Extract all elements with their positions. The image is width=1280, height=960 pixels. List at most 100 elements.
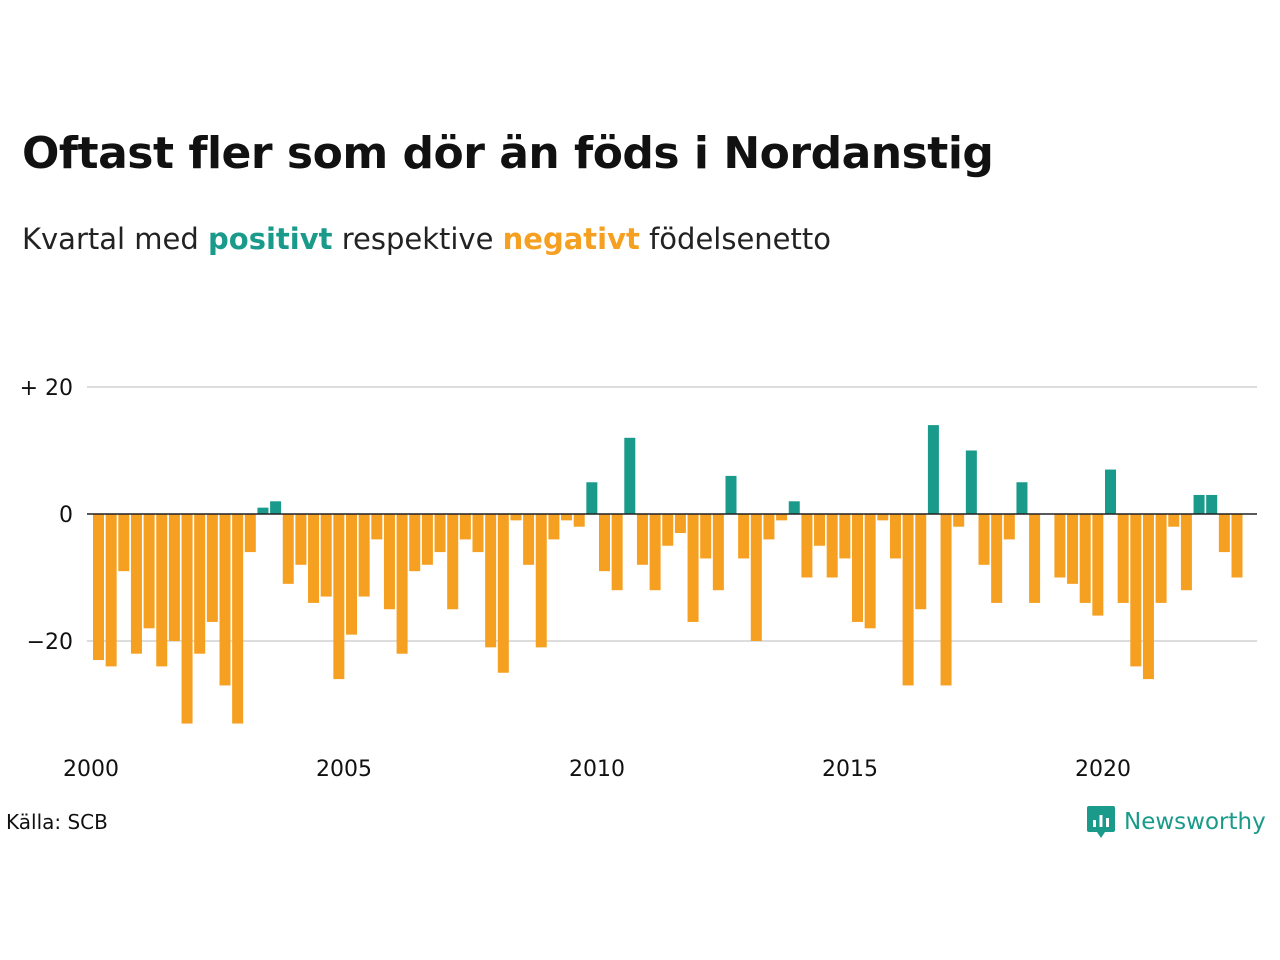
bar xyxy=(586,482,598,514)
bar xyxy=(776,514,788,521)
bar xyxy=(295,514,307,565)
bars xyxy=(93,425,1243,724)
bar xyxy=(105,514,117,667)
bar xyxy=(991,514,1003,603)
bar xyxy=(611,514,623,591)
bar xyxy=(738,514,750,559)
bar xyxy=(244,514,256,553)
subtitle-negative: negativt xyxy=(502,222,640,256)
bar xyxy=(156,514,168,667)
bar xyxy=(927,425,939,514)
bar xyxy=(333,514,345,680)
bar xyxy=(143,514,155,629)
bar xyxy=(320,514,332,597)
bar xyxy=(396,514,408,654)
bar xyxy=(1218,514,1230,553)
x-tick-label: 2000 xyxy=(63,757,119,782)
bar xyxy=(978,514,990,565)
bar xyxy=(573,514,585,527)
bar xyxy=(864,514,876,629)
bar xyxy=(788,501,800,514)
y-axis-ticks: + 20 0 −20 xyxy=(20,376,73,655)
y-tick-label: −20 xyxy=(27,630,73,655)
bar xyxy=(181,514,193,724)
brand-name: Newsworthy xyxy=(1124,809,1266,835)
bar xyxy=(624,437,636,514)
bar xyxy=(1180,514,1192,591)
bar xyxy=(130,514,142,654)
bar xyxy=(447,514,459,610)
bar xyxy=(434,514,446,553)
bar xyxy=(965,450,977,514)
bar xyxy=(1003,514,1015,540)
bar xyxy=(523,514,535,565)
bar xyxy=(1130,514,1142,667)
brand-logo[interactable]: Newsworthy xyxy=(1086,802,1266,842)
bar xyxy=(561,514,573,521)
bar xyxy=(1168,514,1180,527)
bar xyxy=(826,514,838,578)
bar xyxy=(93,514,104,661)
bar xyxy=(257,507,269,514)
bar xyxy=(270,501,282,514)
bar xyxy=(459,514,471,540)
y-tick-label: + 20 xyxy=(20,376,73,401)
bar xyxy=(535,514,547,648)
subtitle-prefix: Kvartal med xyxy=(22,222,199,256)
bar xyxy=(889,514,901,559)
bar xyxy=(497,514,509,673)
x-axis-ticks: 2000 2005 2010 2015 2020 xyxy=(63,757,1131,782)
bar xyxy=(232,514,244,724)
bar xyxy=(662,514,674,546)
bar xyxy=(308,514,320,603)
bar xyxy=(194,514,206,654)
bar xyxy=(902,514,914,686)
bar xyxy=(346,514,357,635)
bar xyxy=(1079,514,1091,603)
bar xyxy=(940,514,952,686)
bar xyxy=(548,514,560,540)
y-tick-label: 0 xyxy=(59,503,73,528)
bar xyxy=(118,514,130,572)
bar xyxy=(1231,514,1243,578)
bar xyxy=(472,514,484,553)
bar xyxy=(725,475,737,514)
bar xyxy=(1029,514,1041,603)
bar-chart: + 20 0 −20 2000 2005 2010 2015 2020 xyxy=(20,376,1257,782)
grid-lines xyxy=(87,386,1257,642)
bar xyxy=(1117,514,1129,603)
subtitle-positive: positivt xyxy=(208,222,333,256)
bar xyxy=(1067,514,1079,584)
bar xyxy=(877,514,889,521)
bar xyxy=(636,514,648,565)
bar xyxy=(839,514,851,559)
bar xyxy=(1092,514,1104,616)
bar xyxy=(421,514,433,565)
x-tick-label: 2015 xyxy=(822,757,878,782)
bar xyxy=(206,514,218,622)
bar xyxy=(1193,494,1205,514)
bar xyxy=(915,514,927,610)
bar xyxy=(649,514,661,591)
bar xyxy=(219,514,231,686)
bar xyxy=(282,514,294,584)
bar xyxy=(168,514,180,641)
bar xyxy=(750,514,762,641)
bar xyxy=(371,514,383,540)
bar xyxy=(485,514,497,648)
bar xyxy=(700,514,712,559)
x-tick-label: 2010 xyxy=(569,757,625,782)
bar xyxy=(712,514,724,591)
bar xyxy=(599,514,610,572)
subtitle-suffix: födelsenetto xyxy=(649,222,831,256)
bar xyxy=(1016,482,1028,514)
bar xyxy=(852,514,863,622)
newsworthy-logo-icon xyxy=(1087,806,1115,838)
bar xyxy=(763,514,775,540)
bar xyxy=(1206,494,1218,514)
bar xyxy=(1054,514,1066,578)
bar xyxy=(510,514,522,521)
bar xyxy=(1105,469,1116,514)
bar xyxy=(1142,514,1154,680)
bar xyxy=(1155,514,1167,603)
